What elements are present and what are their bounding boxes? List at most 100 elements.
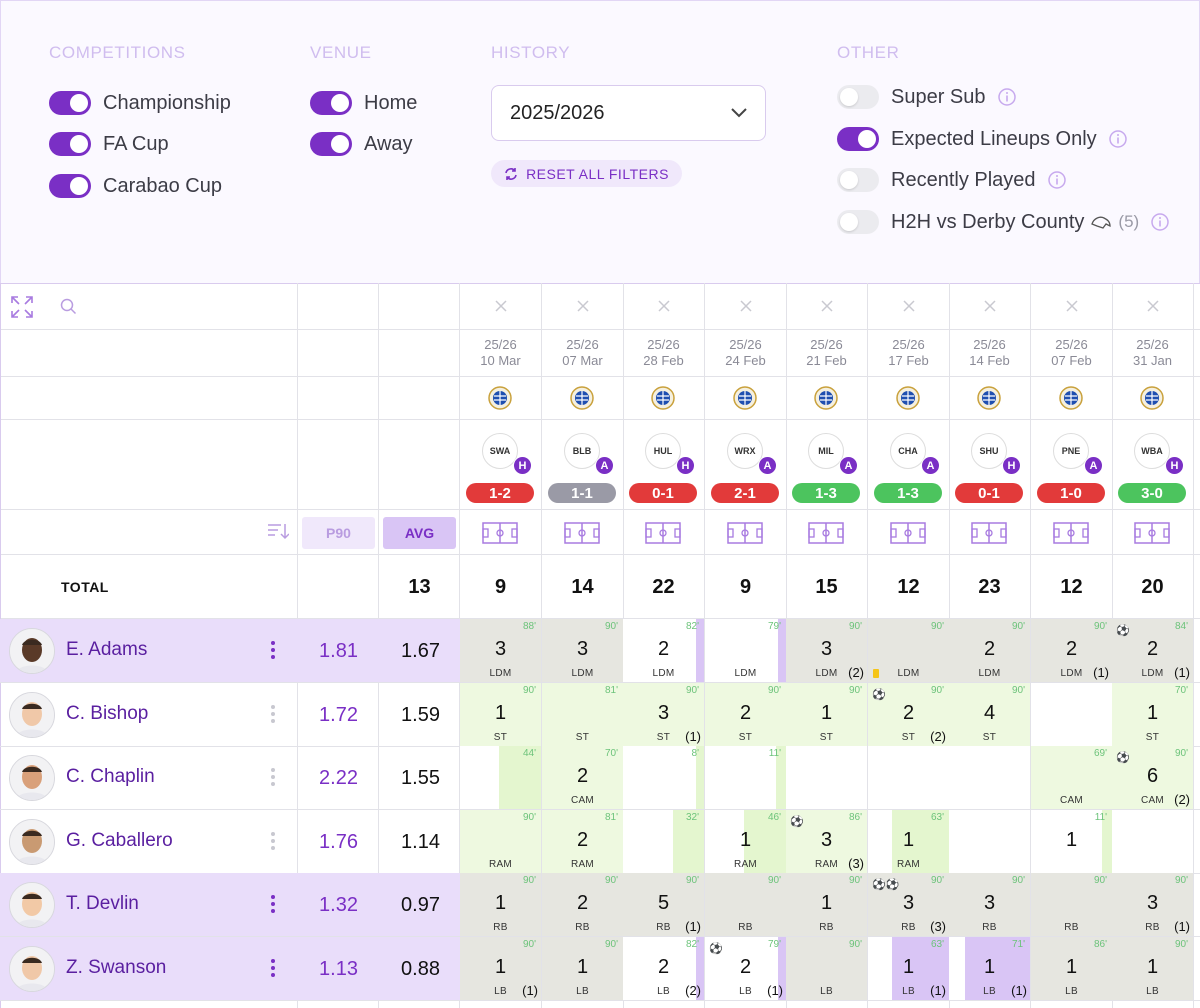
match-cell[interactable]: 81' ST — [542, 683, 623, 746]
toggle-switch[interactable] — [49, 132, 91, 156]
player-row[interactable] — [0, 619, 460, 682]
match-cell[interactable]: 90' 1 LB (1) — [460, 937, 541, 1000]
remove-column-icon[interactable] — [738, 298, 754, 314]
pitch-lineup-icon[interactable] — [482, 521, 518, 545]
match-cell[interactable]: 90' 1 LB — [542, 937, 623, 1000]
match-cell[interactable]: 90' 2 LDM (1) — [1031, 619, 1112, 682]
toggle-super-sub[interactable]: Super Sub — [837, 85, 1016, 109]
remove-column-icon[interactable] — [493, 298, 509, 314]
match-cell[interactable] — [949, 746, 1030, 809]
match-cell[interactable]: 90' 3 LDM (2) — [786, 619, 867, 682]
info-icon[interactable] — [997, 88, 1016, 106]
avg-sort-button[interactable]: AVG — [383, 517, 456, 549]
pitch-lineup-icon[interactable] — [890, 521, 926, 545]
remove-column-icon[interactable] — [982, 298, 998, 314]
player-name[interactable]: T. Devlin — [66, 893, 139, 914]
toggle-switch[interactable] — [49, 91, 91, 115]
match-cell[interactable] — [786, 746, 867, 809]
pitch-lineup-icon[interactable] — [727, 521, 763, 545]
match-cell[interactable]: 90' 1 LB — [1112, 937, 1193, 1000]
player-name[interactable]: E. Adams — [66, 639, 148, 660]
more-options-icon[interactable] — [271, 641, 275, 662]
toggle-away[interactable]: Away — [310, 132, 413, 156]
remove-column-icon[interactable] — [656, 298, 672, 314]
match-cell[interactable]: 44' — [460, 746, 541, 809]
toggle-switch[interactable] — [837, 168, 879, 192]
match-cell[interactable]: 8' — [623, 746, 704, 809]
pitch-lineup-icon[interactable] — [564, 521, 600, 545]
sort-icon[interactable] — [267, 522, 289, 542]
match-cell[interactable]: 90' 6 CAM (2) ⚽ — [1112, 746, 1193, 809]
toggle-carabao-cup[interactable]: Carabao Cup — [49, 174, 222, 198]
match-cell[interactable]: 90' 2 RB — [542, 873, 623, 936]
match-cell[interactable]: 81' 2 RAM — [542, 810, 623, 873]
match-cell[interactable]: 71' 1 LB (1) — [949, 937, 1030, 1000]
match-cell[interactable]: 82' 2 LB (2) — [623, 937, 704, 1000]
expand-icon[interactable] — [10, 295, 34, 319]
match-cell[interactable]: 90' RB — [1031, 873, 1112, 936]
match-cell[interactable]: 90' RAM — [460, 810, 541, 873]
match-cell[interactable] — [1112, 810, 1193, 873]
toggle-fa-cup[interactable]: FA Cup — [49, 132, 169, 156]
toggle-switch[interactable] — [310, 132, 352, 156]
match-cell[interactable]: 86' 3 RAM (3) ⚽ — [786, 810, 867, 873]
match-cell[interactable]: 32' — [623, 810, 704, 873]
toggle-championship[interactable]: Championship — [49, 91, 231, 115]
player-row[interactable] — [0, 937, 460, 1000]
pitch-lineup-icon[interactable] — [971, 521, 1007, 545]
remove-column-icon[interactable] — [1145, 298, 1161, 314]
match-cell[interactable]: 90' 2 LDM — [949, 619, 1030, 682]
p90-sort-button[interactable]: P90 — [302, 517, 375, 549]
match-cell[interactable]: 90' 3 RB — [949, 873, 1030, 936]
more-options-icon[interactable] — [271, 895, 275, 916]
match-cell[interactable]: 46' 1 RAM — [705, 810, 786, 873]
reset-filters-button[interactable]: RESET ALL FILTERS — [491, 160, 682, 187]
info-icon[interactable] — [1047, 171, 1066, 189]
match-cell[interactable]: 90' LB — [786, 937, 867, 1000]
match-cell[interactable]: 79' LDM — [705, 619, 786, 682]
toggle-expected-lineups[interactable]: Expected Lineups Only — [837, 127, 1127, 151]
remove-column-icon[interactable] — [819, 298, 835, 314]
pitch-lineup-icon[interactable] — [1134, 521, 1170, 545]
toggle-switch[interactable] — [837, 210, 879, 234]
match-cell[interactable]: 63' 1 LB (1) — [868, 937, 949, 1000]
match-cell[interactable]: 90' 5 RB (1) — [623, 873, 704, 936]
match-cell[interactable]: 90' 3 RB (1) — [1112, 873, 1193, 936]
match-cell[interactable]: 11' 1 — [1031, 810, 1112, 873]
more-options-icon[interactable] — [271, 832, 275, 853]
match-cell[interactable]: 90' LDM — [868, 619, 949, 682]
toggle-h2h[interactable]: H2H vs Derby County (5) — [837, 210, 1169, 234]
remove-column-icon[interactable] — [575, 298, 591, 314]
player-row[interactable] — [0, 873, 460, 936]
search-icon[interactable] — [60, 298, 77, 315]
toggle-switch[interactable] — [49, 174, 91, 198]
match-cell[interactable]: 90' 2 ST (2) ⚽ — [868, 683, 949, 746]
match-cell[interactable] — [949, 810, 1030, 873]
info-icon[interactable] — [1151, 213, 1169, 231]
pitch-lineup-icon[interactable] — [645, 521, 681, 545]
player-name[interactable]: Z. Swanson — [66, 957, 167, 978]
match-cell[interactable]: 90' 3 ST (1) — [623, 683, 704, 746]
match-cell[interactable]: 90' 3 RB (3) ⚽⚽ — [868, 873, 949, 936]
match-cell[interactable]: 90' 1 ST — [460, 683, 541, 746]
match-cell[interactable]: 90' 1 ST — [786, 683, 867, 746]
match-cell[interactable] — [868, 746, 949, 809]
more-options-icon[interactable] — [271, 768, 275, 789]
match-cell[interactable]: 90' 2 ST — [705, 683, 786, 746]
match-cell[interactable]: 79' 2 LB (1) ⚽ — [705, 937, 786, 1000]
toggle-recently-played[interactable]: Recently Played — [837, 168, 1066, 192]
match-cell[interactable]: 90' RB — [705, 873, 786, 936]
match-cell[interactable]: 90' 4 ST — [949, 683, 1030, 746]
more-options-icon[interactable] — [271, 705, 275, 726]
match-cell[interactable]: 90' 1 RB — [786, 873, 867, 936]
match-cell[interactable]: 63' 1 RAM — [868, 810, 949, 873]
match-cell[interactable]: 70' 2 CAM — [542, 746, 623, 809]
match-cell[interactable]: 70' 1 ST — [1112, 683, 1193, 746]
match-cell[interactable]: 69' CAM — [1031, 746, 1112, 809]
match-cell[interactable] — [1031, 683, 1112, 746]
pitch-lineup-icon[interactable] — [1053, 521, 1089, 545]
season-select[interactable]: 2025/2026 — [491, 85, 766, 141]
info-icon[interactable] — [1108, 130, 1127, 148]
player-name[interactable]: C. Chaplin — [66, 766, 155, 787]
match-cell[interactable]: 86' 1 LB — [1031, 937, 1112, 1000]
